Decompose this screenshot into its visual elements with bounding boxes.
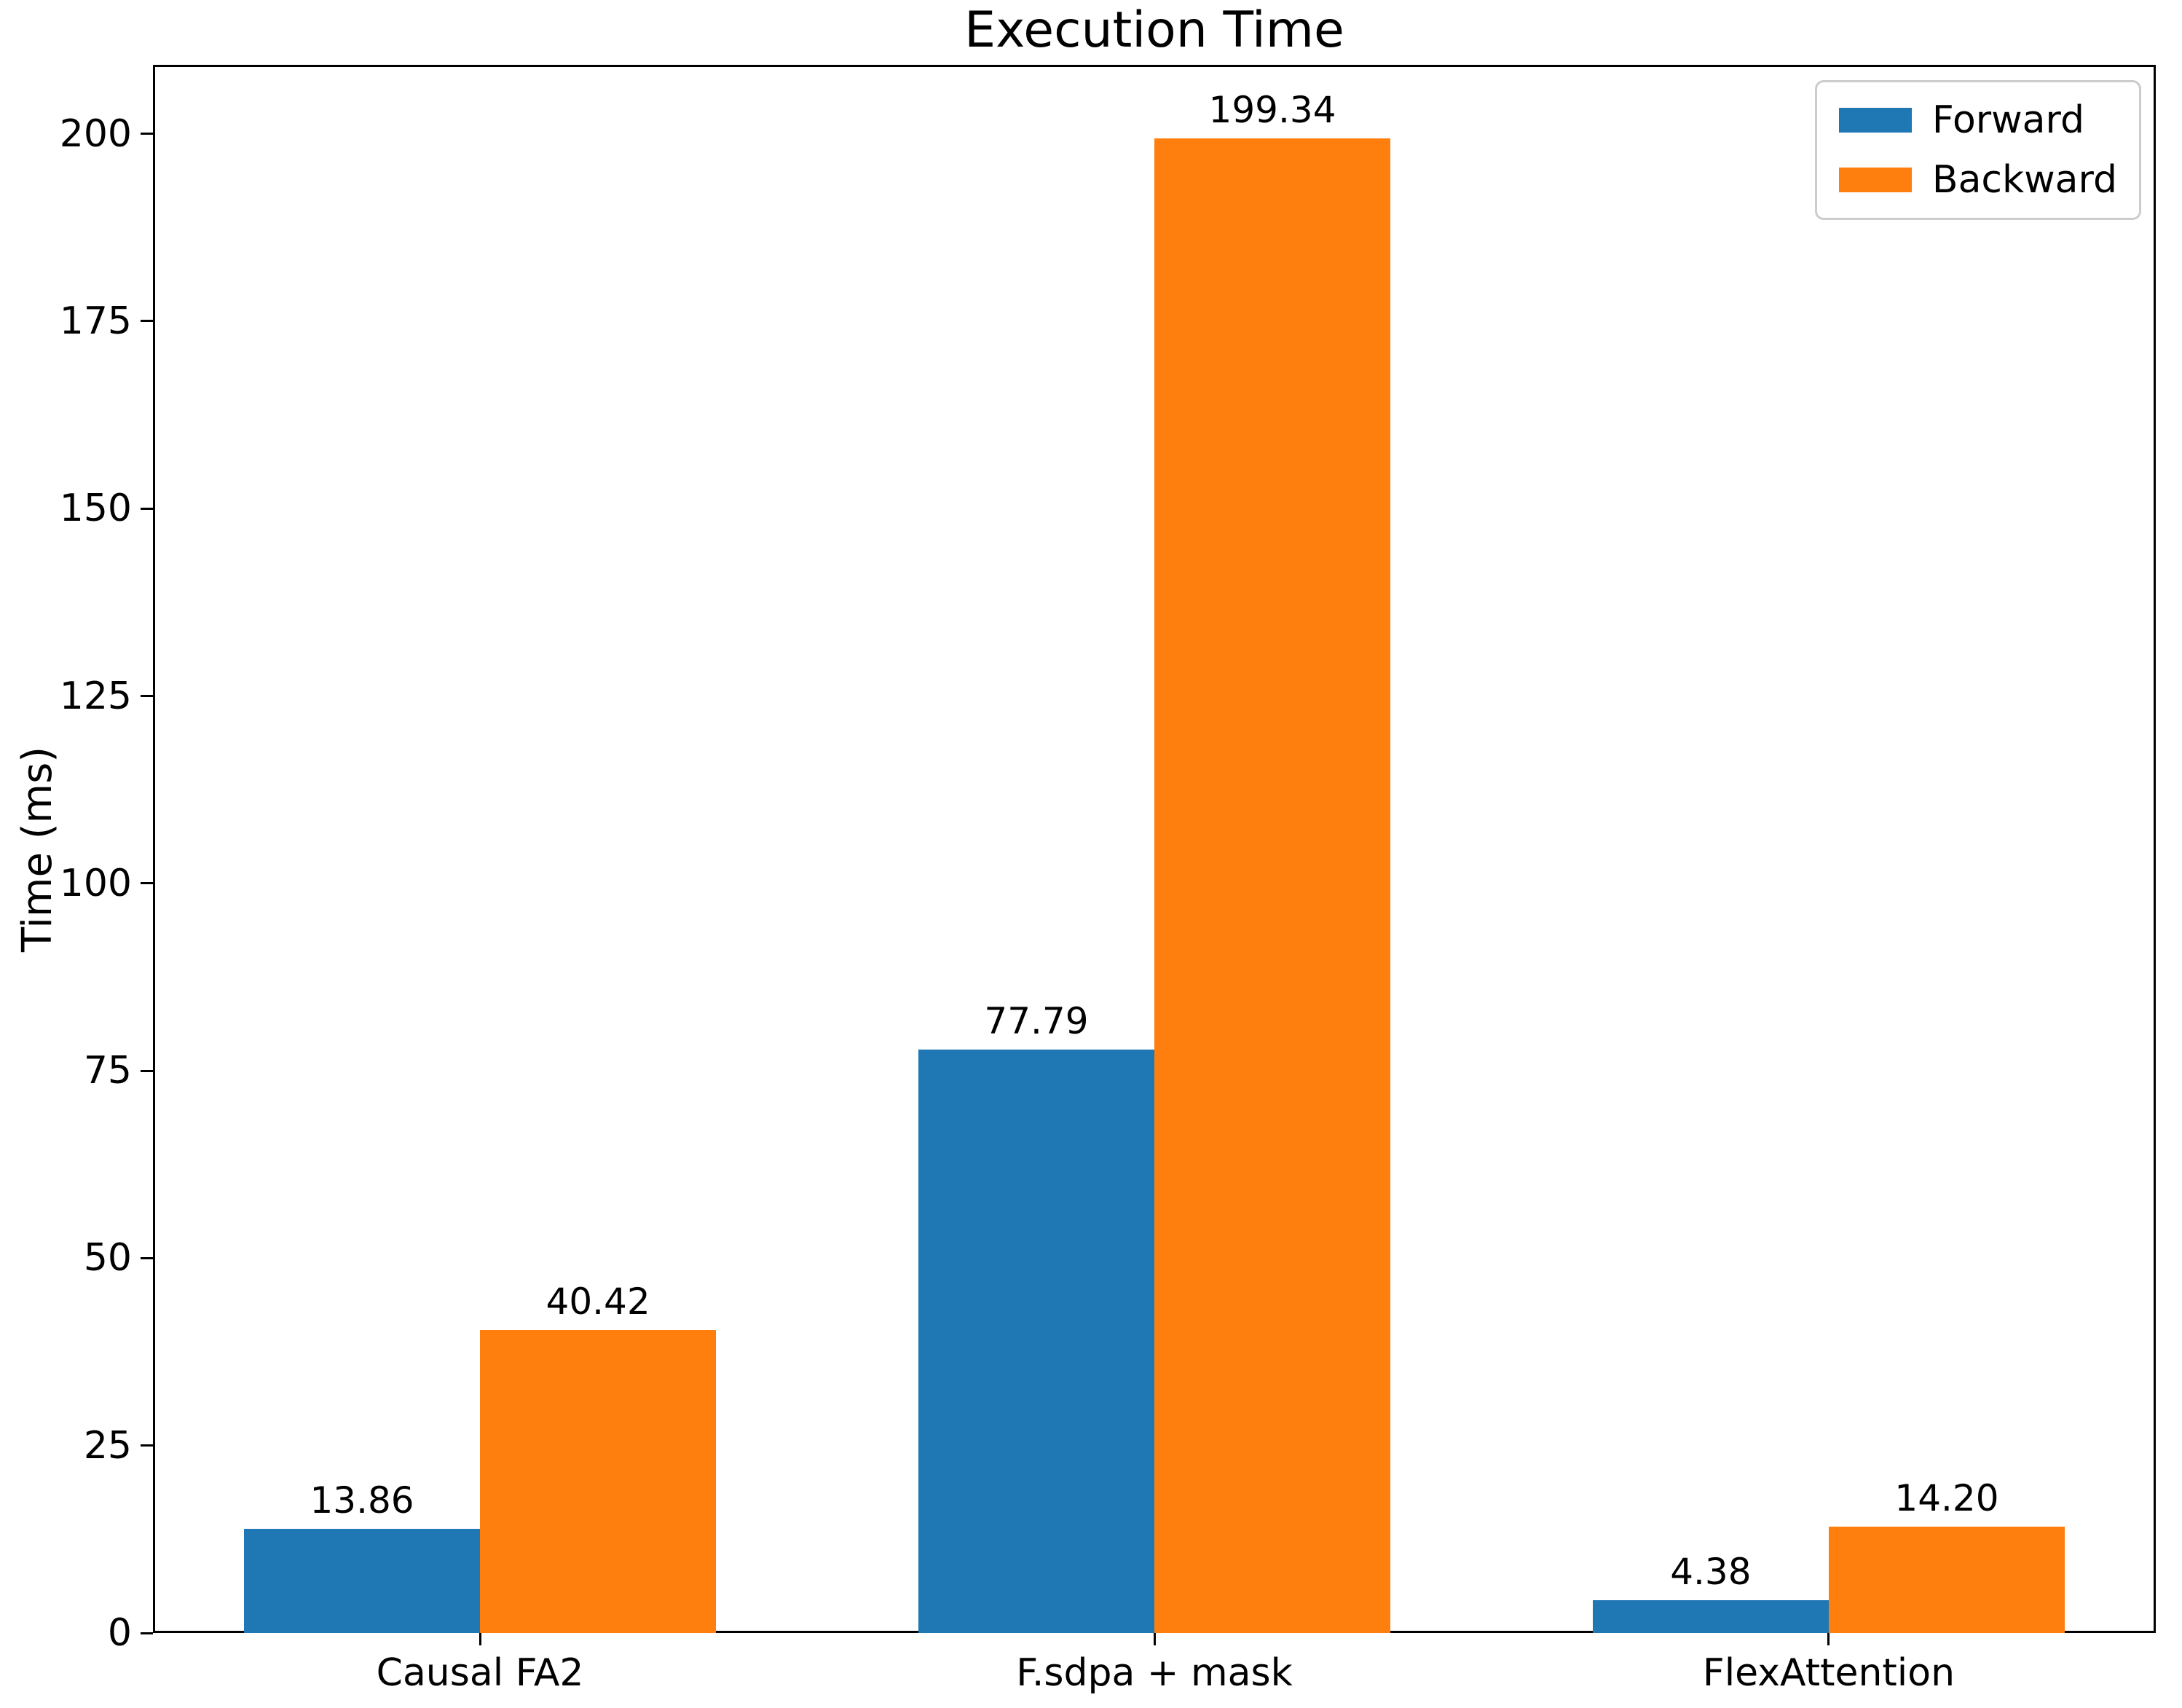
y-tick-mark — [141, 507, 153, 510]
y-tick-label: 150 — [59, 487, 132, 531]
x-tick-label-f-sdpa-mask: F.sdpa + mask — [1016, 1651, 1293, 1695]
y-tick-mark — [141, 320, 153, 323]
y-tick-label: 100 — [59, 861, 132, 905]
bar-value-label-backward-f-sdpa-mask: 199.34 — [1208, 89, 1336, 132]
x-tick-mark — [478, 1633, 481, 1645]
y-tick-mark — [141, 1256, 153, 1259]
y-tick-mark — [141, 1444, 153, 1447]
y-tick-mark — [141, 695, 153, 698]
bar-value-label-forward-flexattention: 4.38 — [1670, 1550, 1752, 1593]
bar-forward-causal-fa2 — [244, 1529, 481, 1633]
bar-forward-f-sdpa-mask — [918, 1050, 1154, 1633]
bar-value-label-forward-f-sdpa-mask: 77.79 — [984, 1000, 1089, 1043]
bar-value-label-backward-causal-fa2: 40.42 — [546, 1280, 650, 1323]
bar-backward-causal-fa2 — [480, 1330, 717, 1633]
chart-title: Execution Time — [964, 1, 1344, 59]
y-tick-mark — [141, 1069, 153, 1072]
bar-value-label-backward-flexattention: 14.20 — [1894, 1476, 1999, 1519]
x-tick-label-causal-fa2: Causal FA2 — [376, 1651, 584, 1695]
y-tick-label: 75 — [83, 1049, 132, 1093]
bar-backward-f-sdpa-mask — [1154, 138, 1391, 1633]
legend-swatch-backward — [1838, 168, 1912, 192]
x-tick-mark — [1153, 1633, 1156, 1645]
y-tick-label: 175 — [59, 299, 132, 343]
y-tick-label: 200 — [59, 111, 132, 156]
y-tick-mark — [141, 1632, 153, 1634]
legend: Forward Backward — [1814, 80, 2141, 220]
legend-entry-backward: Backward — [1838, 158, 2117, 202]
x-tick-mark — [1827, 1633, 1830, 1645]
bar-backward-flexattention — [1828, 1526, 2065, 1633]
bar-value-label-forward-causal-fa2: 13.86 — [310, 1479, 414, 1522]
legend-entry-forward: Forward — [1838, 98, 2117, 142]
legend-label-backward: Backward — [1931, 158, 2117, 202]
legend-label-forward: Forward — [1931, 98, 2085, 142]
legend-swatch-forward — [1838, 108, 1912, 133]
x-tick-label-flexattention: FlexAttention — [1702, 1651, 1955, 1695]
y-tick-label: 0 — [107, 1611, 132, 1655]
y-tick-label: 125 — [59, 674, 132, 718]
y-tick-label: 50 — [83, 1236, 132, 1280]
y-tick-mark — [141, 882, 153, 885]
y-tick-mark — [141, 133, 153, 135]
bar-forward-flexattention — [1592, 1599, 1829, 1633]
y-tick-label: 25 — [83, 1423, 132, 1468]
